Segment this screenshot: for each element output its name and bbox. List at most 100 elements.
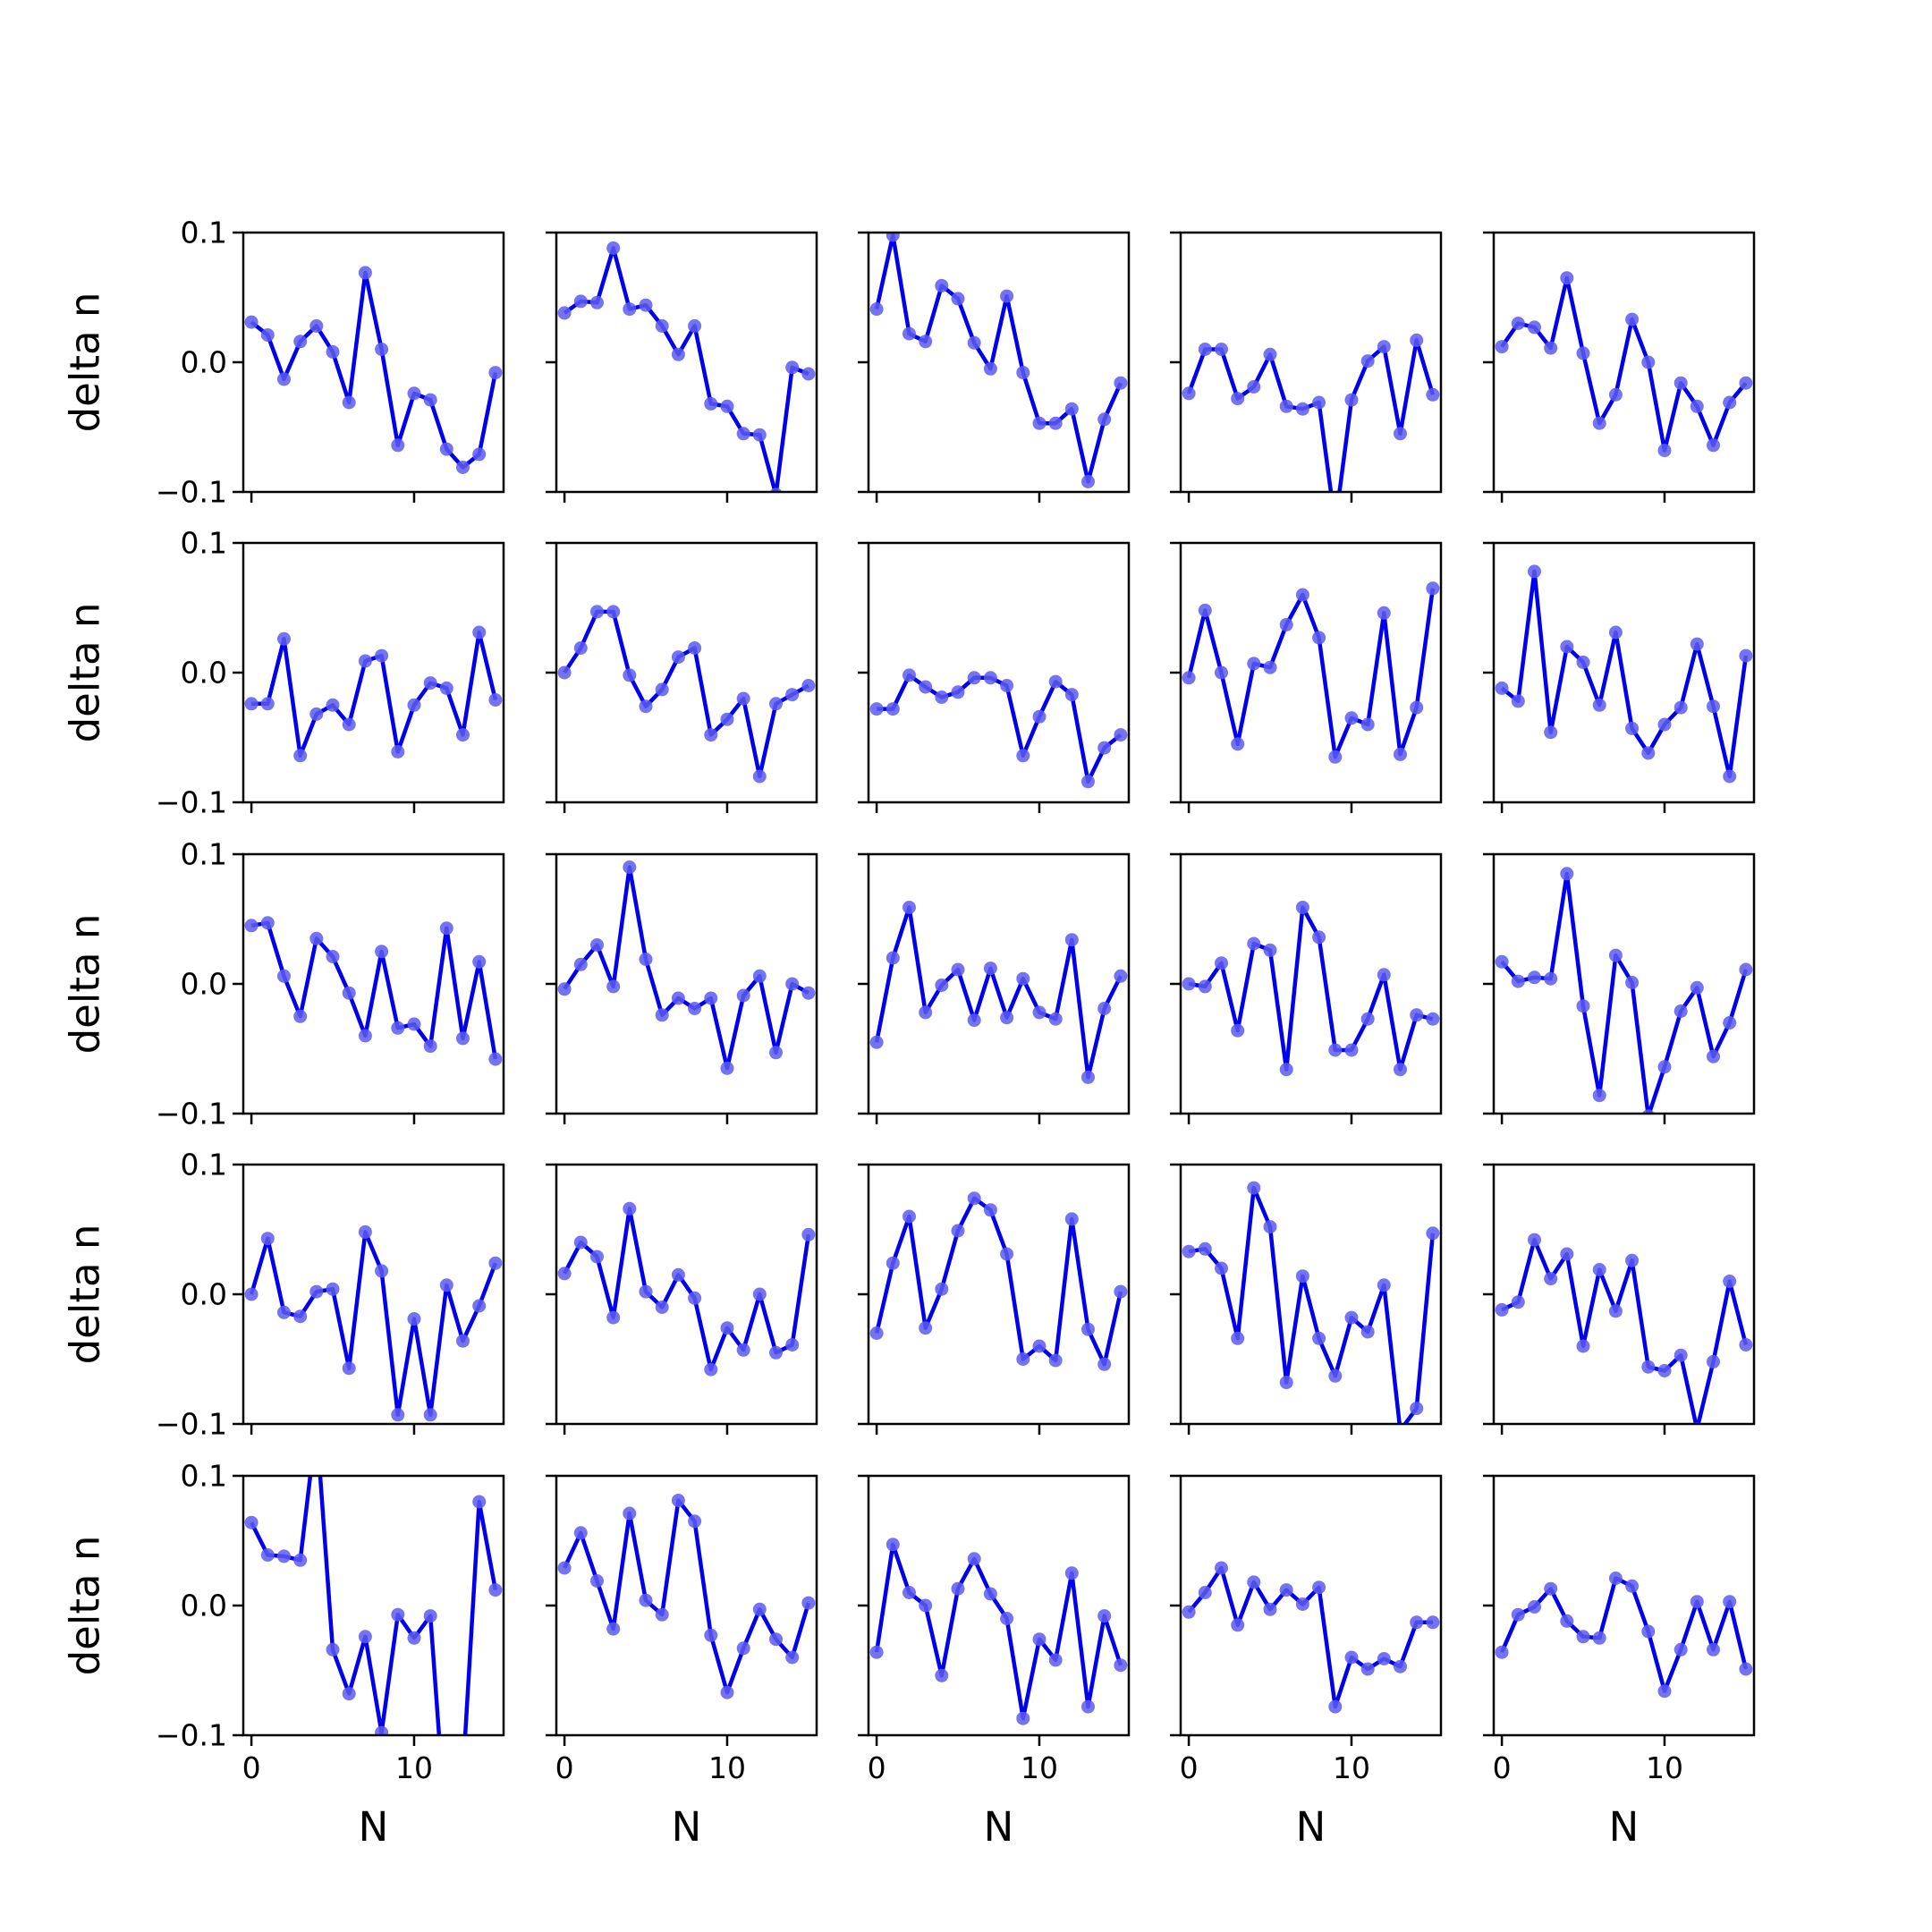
- data-point: [1360, 717, 1375, 732]
- series-group: [1182, 1181, 1440, 1424]
- subplot-frame: [242, 541, 505, 804]
- subplot-7: [546, 541, 818, 813]
- data-point: [1295, 402, 1309, 416]
- data-point: [902, 326, 916, 341]
- data-point: [671, 650, 685, 665]
- data-point: [1328, 1043, 1343, 1057]
- data-point: [1048, 1012, 1063, 1026]
- data-point: [1081, 1070, 1095, 1084]
- data-point: [1032, 416, 1046, 430]
- series-line: [563, 609, 809, 779]
- subplot-frame: [1492, 1163, 1756, 1426]
- data-point: [1576, 999, 1590, 1013]
- subplot-18: [858, 1163, 1131, 1435]
- data-point: [1295, 1269, 1309, 1284]
- series-line: [1501, 1237, 1749, 1424]
- data-point: [358, 1029, 372, 1043]
- data-point: [1723, 1016, 1737, 1030]
- data-point: [869, 702, 884, 716]
- data-point: [1608, 1572, 1623, 1585]
- data-point: [1608, 948, 1623, 962]
- data-point: [967, 1191, 981, 1206]
- data-point: [375, 648, 389, 663]
- data-point: [1032, 1339, 1046, 1353]
- y-tick-label: 0.1: [181, 1148, 227, 1182]
- data-point: [886, 1538, 900, 1552]
- series-group: [244, 266, 503, 474]
- data-point: [983, 361, 997, 376]
- data-point: [1723, 769, 1737, 784]
- data-point: [260, 1548, 275, 1562]
- data-point: [1215, 343, 1228, 356]
- data-point: [293, 749, 308, 763]
- series-group: [869, 901, 1128, 1084]
- data-point: [309, 1284, 324, 1299]
- data-point: [606, 1622, 621, 1636]
- series-group: [557, 1494, 816, 1699]
- data-point: [456, 1767, 470, 1781]
- data-point: [326, 344, 340, 359]
- data-point: [293, 335, 308, 349]
- data-point: [1707, 1354, 1720, 1368]
- data-point: [342, 1687, 356, 1701]
- data-point: [358, 1630, 372, 1644]
- subplot-25: 0 10N: [1483, 1474, 1756, 1851]
- data-point: [1097, 741, 1112, 755]
- data-point: [1723, 1595, 1737, 1609]
- data-point: [1295, 901, 1309, 914]
- subplot-20: [1483, 1163, 1756, 1435]
- y-axis-label: delta n: [62, 603, 109, 743]
- data-point: [1426, 1226, 1440, 1241]
- data-point: [326, 1282, 340, 1296]
- data-point: [573, 294, 588, 309]
- data-point: [456, 461, 470, 474]
- data-point: [1674, 700, 1688, 715]
- data-point: [1312, 395, 1326, 410]
- data-point: [590, 605, 604, 619]
- data-point: [1495, 1645, 1509, 1659]
- series-line: [1186, 338, 1436, 492]
- data-point: [1182, 671, 1196, 685]
- data-point: [342, 986, 356, 1000]
- series-line: [1500, 275, 1748, 453]
- data-point: [902, 1586, 916, 1599]
- data-point: [260, 916, 275, 930]
- data-point: [573, 1235, 588, 1250]
- data-point: [456, 1334, 470, 1348]
- data-point: [919, 335, 933, 349]
- data-point: [935, 691, 949, 704]
- data-point: [391, 745, 405, 758]
- data-point: [1625, 312, 1640, 326]
- data-point: [309, 318, 324, 333]
- data-point: [639, 1284, 653, 1299]
- data-point: [1641, 1624, 1656, 1639]
- data-point: [902, 668, 916, 682]
- y-tick-label: 0.1: [181, 1459, 227, 1494]
- data-point: [342, 717, 356, 732]
- data-point: [407, 1017, 421, 1031]
- y-tick-label: −0.1: [156, 785, 227, 820]
- y-axis-label: delta n: [62, 292, 109, 433]
- data-point: [1312, 631, 1326, 645]
- data-point: [1641, 1360, 1656, 1374]
- data-point: [488, 366, 503, 380]
- data-point: [869, 302, 884, 317]
- data-point: [1016, 971, 1030, 986]
- data-point: [919, 1598, 933, 1613]
- data-point: [1377, 968, 1391, 982]
- data-point: [623, 1506, 637, 1521]
- data-point: [1064, 933, 1079, 947]
- series-group: [1495, 1572, 1753, 1699]
- data-point: [472, 954, 487, 969]
- data-point: [1608, 625, 1623, 640]
- data-point: [1000, 289, 1014, 303]
- data-point: [1410, 700, 1424, 715]
- subplot-10: [1483, 541, 1756, 813]
- series-line: [563, 1207, 811, 1372]
- series-group: [869, 1191, 1128, 1371]
- data-point: [1528, 320, 1541, 335]
- data-point: [488, 1583, 503, 1597]
- series-line: [1187, 1565, 1433, 1709]
- data-point: [456, 1031, 470, 1046]
